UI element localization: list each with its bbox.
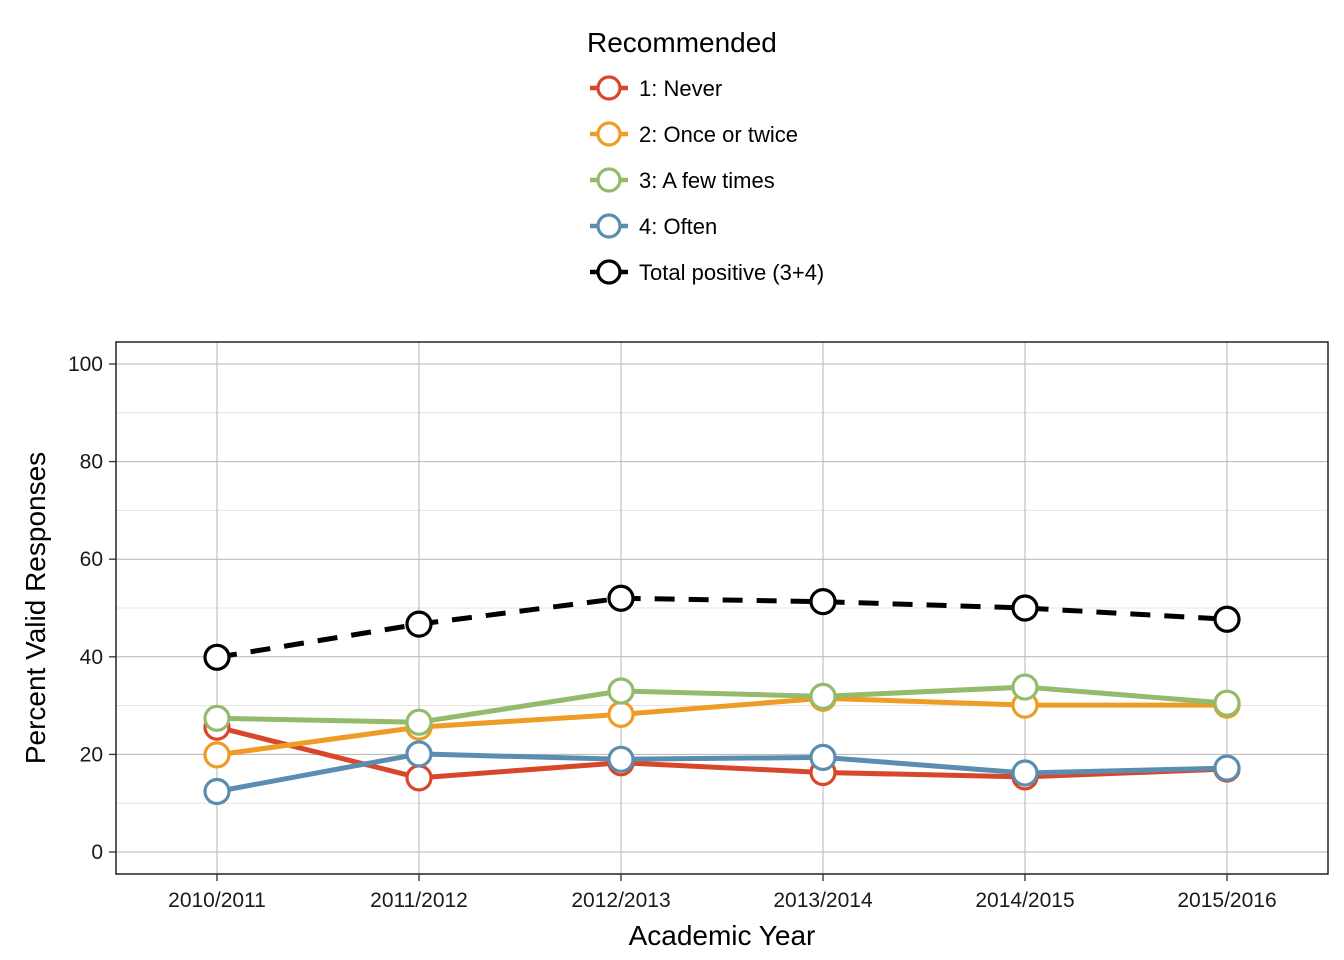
data-point-3-a-few-times [607,677,635,705]
series-line-total-positive-3-4 [216,595,1228,660]
legend-label: 4: Often [639,214,717,239]
series-line-1-never [216,724,1228,781]
data-point-4-often [809,743,837,771]
legend-label: 1: Never [639,76,722,101]
data-point-3-a-few-times [203,704,231,732]
data-point-2-once-or-twice [203,741,231,769]
plot-border [115,341,1329,875]
data-point-total-positive-3-4 [607,584,635,612]
y-axis: 0 20 40 60 80 100 [68,353,116,864]
x-tick-label: 2015/2016 [1177,889,1276,912]
series-line-4-often [216,751,1228,794]
data-point-4-often [607,745,635,773]
legend-label: Total positive (3+4) [639,260,824,285]
legend-title: Recommended [587,27,777,58]
legend-item-2-once-or-twice: 2: Once or twice [590,121,798,147]
plot-area [115,341,1329,875]
legend-key-marker [596,213,622,239]
legend-item-4-often: 4: Often [590,213,717,239]
data-point-total-positive-3-4 [203,643,231,671]
data-point-total-positive-3-4 [1011,594,1039,622]
data-point-total-positive-3-4 [1213,605,1241,633]
data-point-4-often [1213,754,1241,782]
series-line-3-a-few-times [216,684,1228,725]
y-axis-title: Percent Valid Responses [20,452,51,764]
legend-item-1-never: 1: Never [590,75,722,101]
x-tick-label: 2012/2013 [571,889,670,912]
legend: Recommended 1: Never 2: Once or twice 3: A… [587,27,824,285]
legend-key-marker [596,75,622,101]
data-point-total-positive-3-4 [809,588,837,616]
y-tick-label: 0 [91,841,103,864]
data-point-2-once-or-twice [607,700,635,729]
legend-item-3-a-few-times: 3: A few times [590,167,775,193]
legend-key-marker [596,167,622,193]
x-tick-label: 2011/2012 [370,889,468,912]
x-axis: 2010/2011 2011/2012 2012/2013 2013/2014 2014… [168,874,1277,912]
legend-item-total-positive-3-4: Total positive (3+4) [590,259,824,285]
y-tick-label: 20 [80,743,103,766]
data-point-4-often [405,740,433,768]
data-point-3-a-few-times [1213,689,1241,717]
data-point-1-never [405,764,433,792]
y-tick-label: 100 [68,353,103,376]
data-point-3-a-few-times [405,708,433,736]
data-point-4-often [1011,759,1039,787]
legend-label: 2: Once or twice [639,122,798,147]
x-tick-label: 2010/2011 [168,889,266,912]
data-point-4-often [203,777,231,806]
series-line-2-once-or-twice [216,695,1227,758]
series-points [203,584,1241,806]
legend-key-marker [596,121,622,147]
x-tick-label: 2013/2014 [773,889,873,912]
y-tick-label: 80 [80,451,103,474]
data-point-3-a-few-times [1011,673,1039,701]
x-tick-label: 2014/2015 [975,889,1074,912]
x-axis-title: Academic Year [629,920,816,951]
data-point-3-a-few-times [809,682,837,710]
data-point-total-positive-3-4 [405,610,433,638]
legend-label: 3: A few times [639,168,775,193]
legend-key-marker [596,259,622,285]
y-tick-label: 60 [80,548,103,571]
y-tick-label: 40 [80,646,103,669]
series-lines [216,595,1228,794]
